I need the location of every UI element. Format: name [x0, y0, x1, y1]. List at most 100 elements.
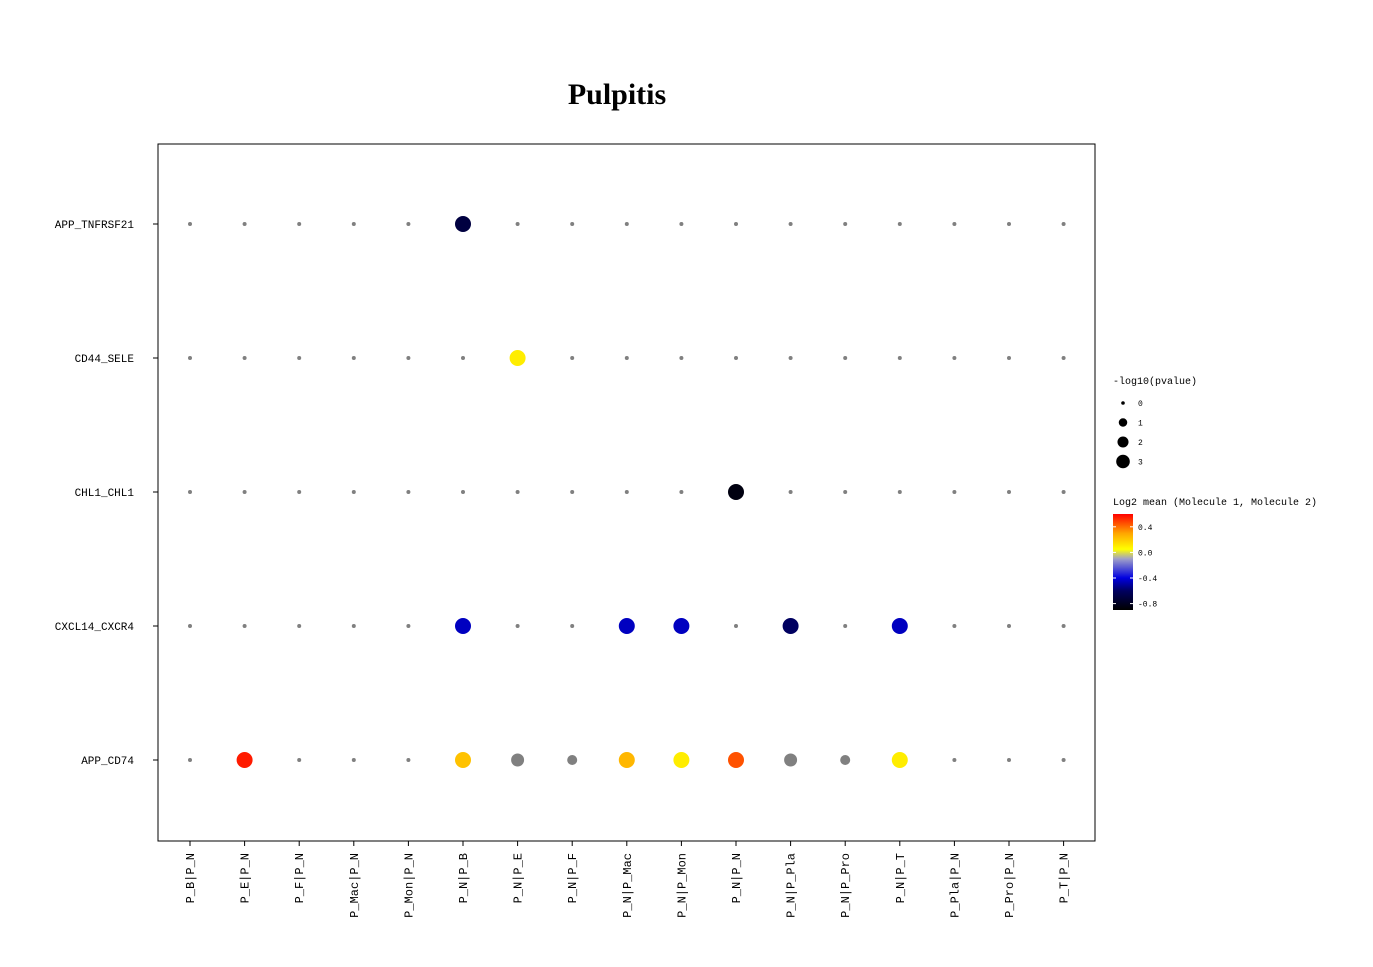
y-tick-label: CHL1_CHL1: [75, 488, 135, 500]
data-point: [673, 618, 690, 634]
empty-point: [515, 222, 520, 226]
empty-point: [897, 222, 902, 226]
empty-point: [515, 624, 520, 628]
data-point: [891, 618, 908, 634]
data-point: [511, 753, 525, 767]
empty-point: [952, 490, 957, 494]
empty-point: [679, 490, 684, 494]
empty-point: [843, 624, 848, 628]
x-tick-label: P_N|P_Pla: [785, 853, 799, 918]
data-point: [618, 752, 635, 768]
x-tick-label: P_N|P_F: [566, 853, 580, 903]
empty-point: [624, 356, 629, 360]
data-point: [728, 484, 744, 500]
color-tick-label: 0.4: [1138, 524, 1153, 533]
empty-point: [843, 356, 848, 360]
x-tick-label: P_Mon|P_N: [402, 853, 416, 918]
empty-point: [952, 624, 957, 628]
empty-point: [843, 490, 848, 494]
data-point: [784, 753, 798, 767]
x-tick-label: P_N|P_Pro: [839, 853, 853, 918]
empty-point: [570, 490, 575, 494]
data-point: [455, 618, 471, 634]
empty-point: [788, 490, 793, 494]
empty-point: [952, 758, 957, 762]
empty-point: [570, 624, 575, 628]
empty-point: [351, 758, 356, 762]
empty-point: [843, 222, 848, 226]
data-point: [509, 350, 526, 366]
y-tick-label: CD44_SELE: [75, 354, 135, 366]
empty-point: [297, 758, 302, 762]
size-legend: -log10(pvalue) 0 1 2 3: [1113, 376, 1197, 469]
x-axis-ticks: P_B|P_N P_E|P_N P_F|P_N P_Mac|P_N P_Mon|P_N P…: [184, 841, 1072, 918]
empty-point: [1007, 356, 1011, 360]
empty-point: [297, 490, 302, 494]
empty-point: [406, 222, 411, 226]
empty-point: [461, 490, 465, 494]
empty-point: [242, 222, 247, 226]
empty-point: [1061, 356, 1066, 360]
color-tick-label: -0.8: [1138, 601, 1157, 610]
empty-point: [188, 624, 192, 628]
data-point: [891, 752, 908, 768]
x-tick-label: P_N|P_Mac: [621, 853, 635, 918]
empty-point: [1007, 624, 1011, 628]
empty-point: [406, 758, 411, 762]
dots-layer: [188, 216, 1066, 768]
y-tick-label: CXCL14_CXCR4: [55, 622, 135, 634]
empty-point: [1061, 624, 1066, 628]
empty-point: [242, 490, 247, 494]
empty-point: [406, 356, 411, 360]
empty-point: [351, 356, 356, 360]
y-tick-label: APP_TNFRSF21: [55, 220, 135, 232]
data-point: [618, 618, 635, 634]
data-point: [782, 618, 799, 634]
empty-point: [734, 356, 738, 360]
size-legend-dot: [1117, 436, 1129, 448]
x-tick-label: P_N|P_Mon: [675, 853, 689, 918]
color-tick-label: 0.0: [1138, 549, 1153, 558]
empty-point: [788, 356, 793, 360]
empty-point: [351, 624, 356, 628]
y-tick-label: APP_CD74: [81, 756, 134, 768]
x-tick-label: P_N|P_B: [457, 853, 471, 903]
x-tick-label: P_N|P_E: [512, 853, 526, 903]
empty-point: [679, 356, 684, 360]
color-bar: [1113, 514, 1133, 610]
empty-point: [406, 490, 411, 494]
empty-point: [297, 356, 302, 360]
y-axis-ticks: APP_TNFRSF21 CD44_SELE CHL1_CHL1 CXCL14_CXC…: [55, 220, 158, 768]
empty-point: [1061, 758, 1066, 762]
empty-point: [897, 356, 902, 360]
empty-point: [515, 490, 520, 494]
size-legend-dot: [1121, 401, 1125, 405]
data-point: [728, 752, 744, 768]
empty-point: [952, 356, 957, 360]
data-point: [673, 752, 690, 768]
x-tick-label: P_Mac|P_N: [348, 853, 362, 918]
x-tick-label: P_F|P_N: [293, 853, 307, 903]
x-tick-label: P_Pro|P_N: [1003, 853, 1017, 918]
color-legend: Log2 mean (Molecule 1, Molecule 2) 0.4 0.…: [1113, 497, 1317, 610]
data-point: [840, 755, 851, 765]
empty-point: [351, 222, 356, 226]
empty-point: [734, 222, 738, 226]
x-tick-label: P_E|P_N: [239, 853, 253, 903]
empty-point: [188, 758, 192, 762]
empty-point: [188, 490, 192, 494]
data-point: [455, 216, 471, 232]
x-tick-label: P_N|P_N: [730, 853, 744, 903]
empty-point: [242, 624, 247, 628]
x-tick-label: P_Pla|P_N: [948, 853, 962, 918]
size-legend-label: 2: [1138, 439, 1143, 448]
size-legend-label: 3: [1138, 459, 1143, 468]
empty-point: [1061, 490, 1066, 494]
empty-point: [570, 222, 575, 226]
empty-point: [570, 356, 575, 360]
empty-point: [1061, 222, 1066, 226]
empty-point: [1007, 758, 1011, 762]
empty-point: [297, 222, 302, 226]
chart-title: Pulpitis: [568, 78, 666, 111]
